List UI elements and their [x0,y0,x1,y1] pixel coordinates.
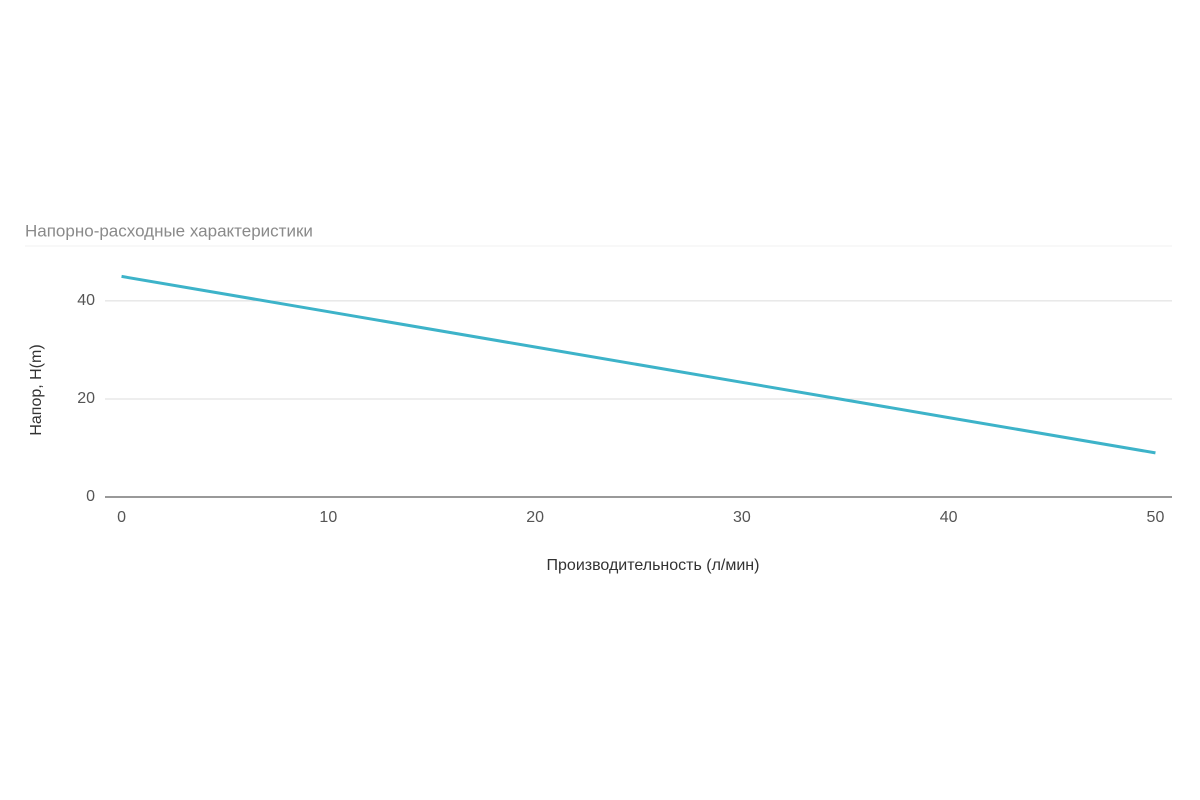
x-tick-label: 40 [940,509,958,526]
x-tick-label: 30 [733,509,751,526]
x-axis-label: Производительность (л/мин) [547,557,760,574]
x-tick-label: 10 [319,509,337,526]
y-tick-label: 0 [86,488,95,505]
y-tick-label: 20 [77,390,95,407]
line-series [121,274,1156,455]
y-axis-label: Напор, H(m) [28,344,45,435]
chart-title: Напорно-расходные характеристики [25,221,313,240]
y-tick-label: 40 [77,292,95,309]
x-tick-label: 0 [117,509,126,526]
x-tick-label: 50 [1147,509,1165,526]
x-tick-label: 20 [526,509,544,526]
